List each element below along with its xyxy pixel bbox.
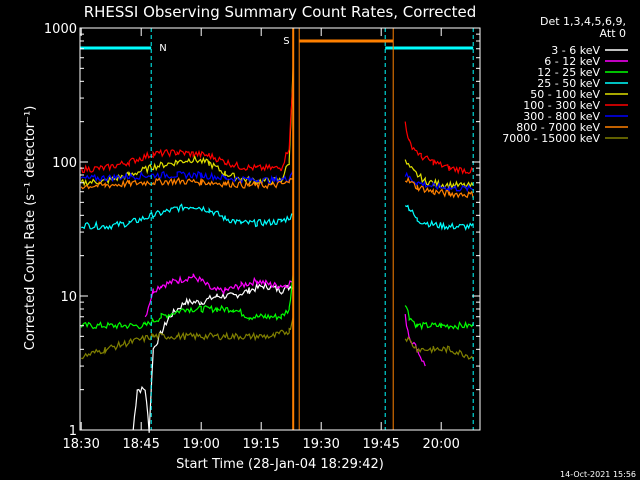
- legend-label: 25 - 50 keV: [537, 77, 600, 90]
- legend-label: 7000 - 15000 keV: [502, 132, 600, 145]
- series-trace: [80, 176, 294, 190]
- night-flag-label: N: [159, 43, 166, 54]
- plot-frame: [79, 27, 481, 431]
- timestamp: 14-Oct-2021 15:56: [560, 470, 636, 479]
- legend-label: 800 - 7000 keV: [516, 121, 600, 134]
- plot-area: [80, 64, 474, 433]
- series-1: [144, 273, 426, 367]
- legend-label: 100 - 300 keV: [523, 99, 600, 112]
- series-trace: [404, 336, 474, 360]
- series-trace: [404, 159, 474, 191]
- x-tick-label: 20:00: [422, 437, 459, 452]
- series-trace: [81, 316, 294, 360]
- x-tick-label: 19:45: [362, 437, 399, 452]
- x-tick-label: 18:30: [62, 437, 99, 452]
- series-8: [81, 316, 474, 360]
- legend-label: 12 - 25 keV: [537, 66, 600, 79]
- legend-label: 6 - 12 keV: [544, 55, 600, 68]
- y-tick-label: 100: [52, 156, 77, 171]
- series-trace: [404, 171, 474, 193]
- series-trace: [404, 305, 474, 331]
- series-trace: [81, 203, 294, 231]
- y-tick-label: 10: [60, 290, 77, 305]
- series-trace: [404, 314, 426, 367]
- series-trace: [144, 273, 294, 318]
- x-tick-label: 19:15: [242, 437, 279, 452]
- chart-title: RHESSI Observing Summary Count Rates, Co…: [84, 3, 477, 21]
- series-7: [80, 176, 474, 199]
- x-tick-label: 18:45: [122, 437, 159, 452]
- series-2: [80, 273, 474, 331]
- legend-label: 300 - 800 keV: [523, 110, 600, 123]
- saa-flag-label: S: [283, 36, 289, 47]
- x-axis-label: Start Time (28-Jan-04 18:29:42): [176, 457, 384, 472]
- series-trace: [80, 78, 294, 174]
- series-trace: [80, 273, 294, 330]
- legend-header-line-2: Att 0: [600, 27, 626, 40]
- series-trace: [80, 64, 294, 187]
- tick-labels: 18:30 18:45 19:00 19:15 19:30 19:45 20:00 1 10 10…: [44, 22, 460, 452]
- series-trace: [404, 176, 474, 199]
- x-tick-label: 19:30: [302, 437, 339, 452]
- x-tick-label: 19:00: [182, 437, 219, 452]
- legend-label: 50 - 100 keV: [530, 88, 600, 101]
- y-tick-label: 1000: [44, 22, 77, 37]
- y-axis-label: Corrected Count Rate (s⁻¹ detector⁻¹): [23, 106, 38, 351]
- series-3: [81, 203, 474, 231]
- axes: [79, 27, 481, 431]
- y-tick-label: 1: [69, 424, 77, 439]
- series-5: [80, 78, 474, 175]
- series-trace: [404, 121, 474, 175]
- legend-header-line-1: Det 1,3,4,5,6,9,: [540, 15, 626, 28]
- series-trace: [404, 204, 474, 231]
- series-4: [80, 64, 474, 191]
- legend-label: 3 - 6 keV: [551, 44, 600, 57]
